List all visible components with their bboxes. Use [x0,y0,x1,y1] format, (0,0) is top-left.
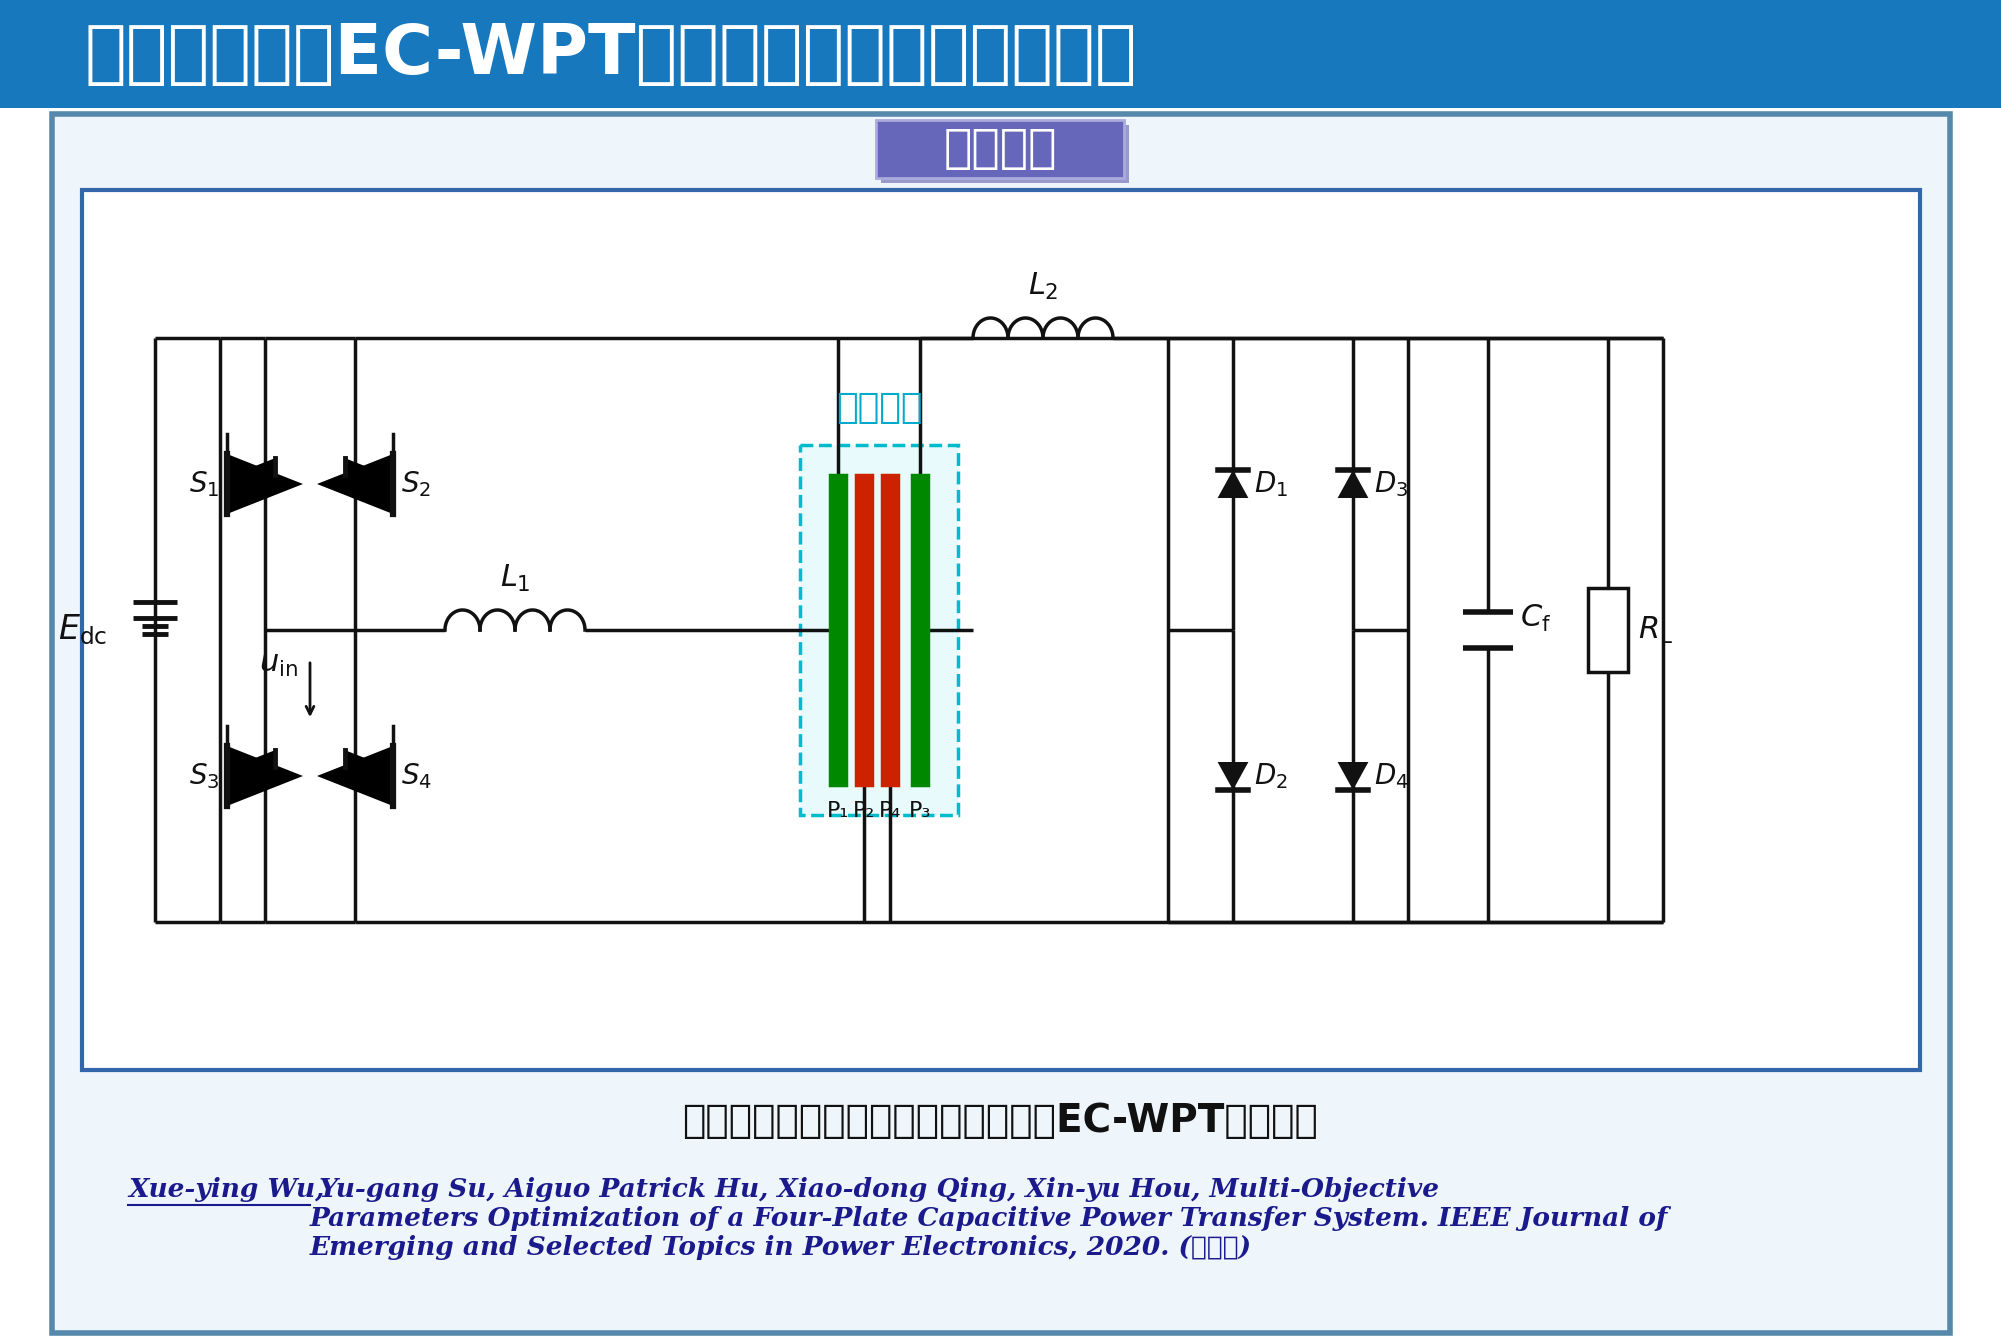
Text: $S_{4}$: $S_{4}$ [400,761,432,792]
Polygon shape [316,746,392,806]
Text: $D_{2}$: $D_{2}$ [1255,761,1289,792]
Polygon shape [316,455,392,513]
Text: $D_{1}$: $D_{1}$ [1255,469,1289,499]
Bar [800,445,958,816]
Polygon shape [254,750,276,766]
Bar [0,0,2001,108]
Text: 系统拓扑: 系统拓扑 [942,127,1057,171]
Text: $D_{3}$: $D_{3}$ [1375,469,1409,499]
Text: $S_{3}$: $S_{3}$ [188,761,218,792]
Bar [876,120,1125,178]
Text: $L_1$: $L_1$ [500,563,530,594]
Polygon shape [1217,471,1249,497]
Text: $S_{2}$: $S_{2}$ [400,469,430,499]
Text: $C_{\rm f}$: $C_{\rm f}$ [1521,603,1551,634]
Text: P₄: P₄ [878,801,900,821]
Text: 双侧单电感补偿的层叠式耦合机构型EC-WPT系统拓扑: 双侧单电感补偿的层叠式耦合机构型EC-WPT系统拓扑 [682,1102,1319,1140]
Text: 耦合机构: 耦合机构 [836,390,922,425]
Text: $R_{\rm L}$: $R_{\rm L}$ [1639,615,1673,646]
Text: Xue-ying Wu,: Xue-ying Wu, [128,1177,324,1202]
Bar [82,190,1921,1070]
Text: P₁: P₁ [826,801,848,821]
Bar [882,475,898,785]
Polygon shape [226,455,302,513]
Text: $E_{\rm dc}$: $E_{\rm dc}$ [58,612,106,647]
Text: $S_{1}$: $S_{1}$ [188,469,218,499]
Text: $L_2$: $L_2$ [1029,271,1059,302]
Bar [880,124,1129,183]
Polygon shape [226,746,302,806]
Bar [856,475,872,785]
Polygon shape [254,459,276,475]
Bar [830,475,846,785]
Text: P₃: P₃ [908,801,930,821]
Bar [912,475,928,785]
Bar [1589,588,1629,673]
Polygon shape [344,750,366,766]
Text: 研究成果四：EC-WPT系统的参数设计及优化方法: 研究成果四：EC-WPT系统的参数设计及优化方法 [84,20,1137,87]
Polygon shape [1337,471,1369,497]
Polygon shape [344,459,366,475]
Text: P₂: P₂ [852,801,874,821]
Polygon shape [1337,762,1369,790]
Text: Yu-gang Su, Aiguo Patrick Hu, Xiao-dong Qing, Xin-yu Hou, Multi-Objective
Parame: Yu-gang Su, Aiguo Patrick Hu, Xiao-dong … [310,1177,1669,1259]
Text: $D_{4}$: $D_{4}$ [1375,761,1409,792]
Text: $u_{\rm in}$: $u_{\rm in}$ [258,650,298,679]
Polygon shape [1217,762,1249,790]
